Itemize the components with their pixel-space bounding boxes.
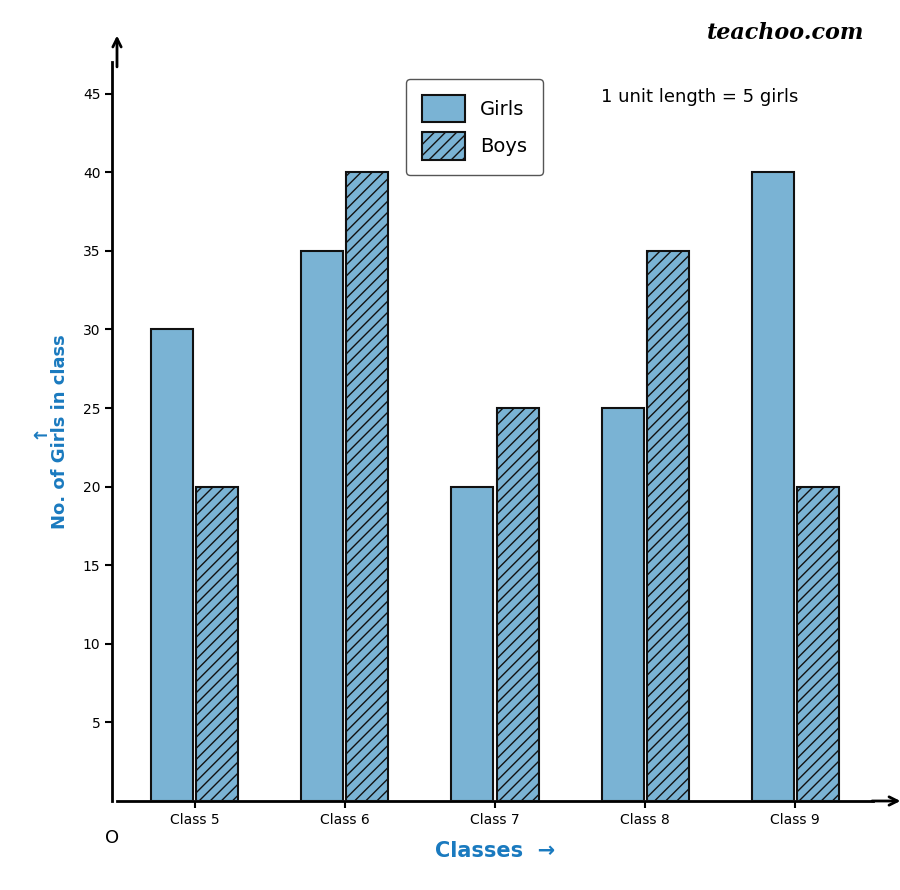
Bar bbox=[796, 487, 839, 801]
Bar bbox=[151, 329, 194, 801]
X-axis label: Classes  →: Classes → bbox=[435, 841, 555, 861]
Text: O: O bbox=[105, 829, 120, 847]
Legend: Girls, Boys: Girls, Boys bbox=[407, 79, 543, 175]
Bar bbox=[646, 251, 688, 801]
Bar bbox=[196, 487, 238, 801]
Bar bbox=[752, 173, 794, 801]
Y-axis label: ↑
No. of Girls in class: ↑ No. of Girls in class bbox=[31, 335, 69, 529]
Bar bbox=[452, 487, 493, 801]
Bar bbox=[497, 409, 538, 801]
Bar bbox=[601, 409, 644, 801]
Bar bbox=[302, 251, 344, 801]
Bar bbox=[346, 173, 389, 801]
Text: 1 unit length = 5 girls: 1 unit length = 5 girls bbox=[601, 88, 798, 106]
Text: teachoo.com: teachoo.com bbox=[706, 22, 864, 44]
